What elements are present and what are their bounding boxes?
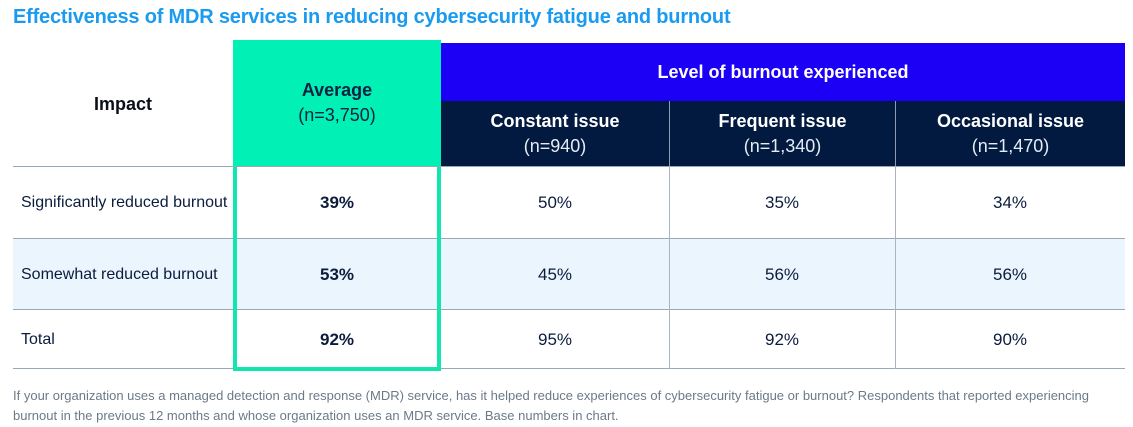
row-label: Significantly reduced burnout [21, 194, 228, 211]
value-frequent: 35% [764, 193, 800, 212]
group-header: Level of burnout experienced [441, 43, 1125, 101]
row-label: Total [21, 330, 55, 348]
column-base: (n=940) [523, 135, 587, 156]
column-header-average: Average (n=3,750) [233, 40, 441, 166]
value-average: 92% [319, 329, 355, 349]
column-header-constant: Constant issue (n=940) [441, 101, 669, 166]
value-occasional: 34% [992, 193, 1028, 212]
row-header-label: Impact [93, 94, 153, 114]
value-occasional: 90% [992, 329, 1028, 349]
value-frequent: 56% [764, 264, 800, 284]
column-header-frequent: Frequent issue (n=1,340) [669, 101, 895, 166]
column-divider [895, 166, 896, 369]
value-occasional: 56% [992, 264, 1028, 284]
column-name: Occasional issue [936, 110, 1085, 131]
column-name: Frequent issue [718, 110, 847, 131]
footnote: If your organization uses a managed dete… [13, 388, 1090, 423]
value-frequent: 92% [764, 329, 800, 349]
value-average: 53% [319, 264, 355, 284]
column-header-occasional: Occasional issue (n=1,470) [895, 101, 1125, 166]
column-name: Average [301, 80, 373, 100]
value-constant: 50% [537, 193, 573, 212]
column-base: (n=3,750) [298, 105, 376, 125]
header-divider [13, 166, 1125, 167]
column-name: Constant issue [490, 110, 620, 131]
results-table: Impact Average (n=3,750) Level of burnou… [13, 40, 1125, 371]
row-label: Somewhat reduced burnout [21, 265, 218, 283]
column-base: (n=1,340) [743, 135, 822, 156]
table-row [13, 239, 1125, 310]
value-average: 39% [319, 193, 355, 212]
value-constant: 95% [537, 329, 573, 349]
value-constant: 45% [537, 264, 573, 284]
column-base: (n=1,470) [971, 135, 1050, 156]
chart-title: Effectiveness of MDR services in reducin… [13, 6, 731, 28]
table-row [13, 310, 1125, 369]
column-divider [669, 166, 670, 369]
table-row [13, 167, 1125, 239]
average-highlight-frame [233, 167, 441, 371]
